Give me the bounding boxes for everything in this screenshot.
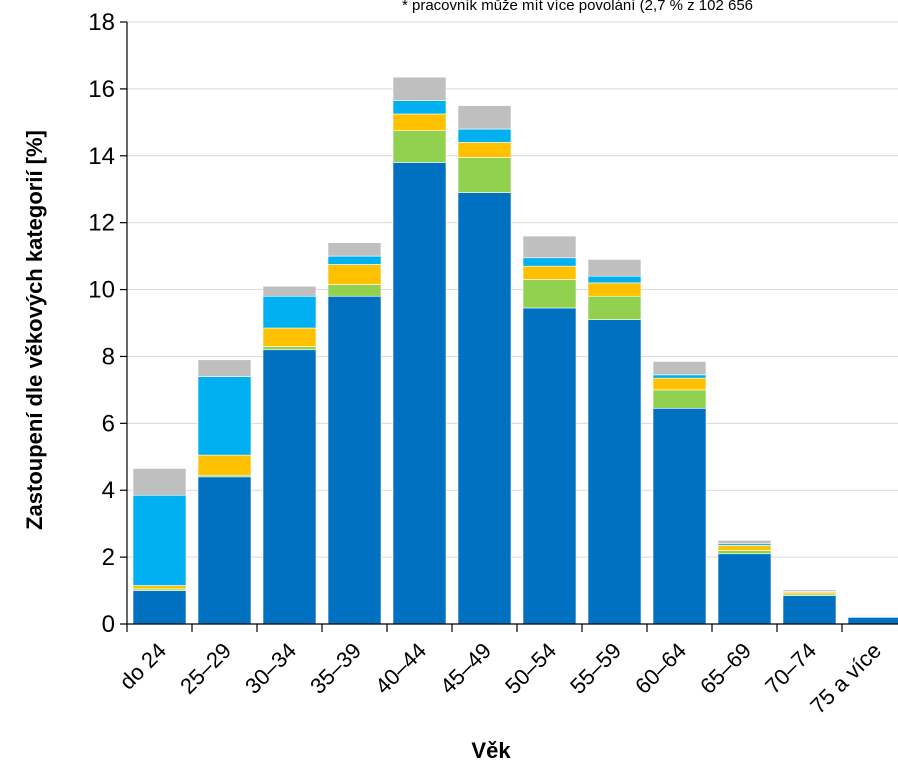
bar-segment <box>327 295 382 625</box>
bar-segment <box>587 295 642 320</box>
y-tick-label: 10 <box>88 277 115 304</box>
y-tick-labels: 0 2 4 6 8 10 12 14 16 18 <box>88 9 115 638</box>
bar-segment <box>132 585 187 590</box>
bar-segment <box>262 285 317 297</box>
bar-segment <box>652 377 707 391</box>
bar-segment <box>587 319 642 625</box>
y-tick-label: 18 <box>88 9 115 36</box>
y-tick-label: 14 <box>88 143 115 170</box>
bar-segment <box>327 284 382 297</box>
x-tick-label: 35–39 <box>305 638 366 699</box>
bar-segment <box>847 614 898 616</box>
bar-segment <box>457 142 512 158</box>
bar-segment <box>717 540 772 545</box>
bar-segment <box>132 590 187 625</box>
bar-segment <box>587 259 642 277</box>
bar-segment <box>327 242 382 257</box>
bar-segment <box>847 617 898 625</box>
bar-segment <box>652 361 707 376</box>
bar-segment <box>262 346 317 351</box>
bar-segment <box>457 192 512 625</box>
y-tick-label: 0 <box>102 611 115 638</box>
bar-segment <box>262 327 317 347</box>
x-tick-label: 50–54 <box>500 638 561 699</box>
bar-segment <box>717 550 772 555</box>
bar-segment <box>522 265 577 280</box>
bar-segment <box>652 407 707 625</box>
y-tick-label: 12 <box>88 210 115 237</box>
x-tick-label: 65–69 <box>695 638 756 699</box>
bar-segment <box>457 105 512 130</box>
bar-segment <box>652 374 707 379</box>
y-axis-title: Zastoupení dle věkových kategorií [%] <box>22 130 47 530</box>
x-tick-label: 55–59 <box>565 638 626 699</box>
x-tick-label: 25–29 <box>175 638 236 699</box>
y-tick-label: 2 <box>102 544 115 571</box>
y-tick-label: 4 <box>102 477 115 504</box>
bar-segment <box>587 282 642 297</box>
bar-segment <box>522 307 577 625</box>
x-axis-title: Věk <box>471 738 511 763</box>
x-tick-label: 70–74 <box>760 638 821 699</box>
bar-segment <box>522 235 577 259</box>
bar-segment <box>392 113 447 131</box>
bar-segment <box>197 454 252 476</box>
bar-segment <box>262 349 317 625</box>
bar-segment <box>327 255 382 265</box>
bar-segment <box>262 295 317 329</box>
bar-segment <box>327 264 382 285</box>
y-tick-label: 6 <box>102 410 115 437</box>
bars <box>132 76 898 625</box>
bar-segment <box>197 376 252 456</box>
bar-segment <box>392 76 447 101</box>
x-tick-label: 30–34 <box>240 638 301 699</box>
y-tick-label: 16 <box>88 76 115 103</box>
bar-segment <box>587 275 642 284</box>
bar-segment <box>717 553 772 625</box>
bar-segment <box>717 545 772 551</box>
footnote: * pracovník může mít více povolání (2,7 … <box>402 0 753 14</box>
bar-segment <box>457 157 512 193</box>
gridlines <box>127 21 898 558</box>
bar-segment <box>197 359 252 377</box>
bar-segment <box>197 476 252 625</box>
x-tick-label: 45–49 <box>435 638 496 699</box>
bar-segment <box>782 595 837 625</box>
x-tick-label: 75 a více <box>805 638 886 719</box>
bar-segment <box>522 257 577 267</box>
bar-segment <box>782 589 837 592</box>
axes <box>120 21 898 632</box>
bar-segment <box>392 100 447 115</box>
bar-segment <box>392 130 447 163</box>
x-tick-label: do 24 <box>114 638 171 695</box>
y-tick-label: 8 <box>102 343 115 370</box>
x-tick-label: 40–44 <box>370 638 431 699</box>
bar-segment <box>132 494 187 586</box>
x-tick-labels: do 24 25–29 30–34 35–39 40–44 45–49 50–54 55–59… <box>114 638 886 719</box>
bar-segment <box>392 162 447 625</box>
bar-segment <box>522 279 577 309</box>
bar-segment <box>132 468 187 496</box>
bar-segment <box>652 389 707 409</box>
x-tick-label: 60–64 <box>630 638 691 699</box>
bar-segment <box>457 128 512 143</box>
